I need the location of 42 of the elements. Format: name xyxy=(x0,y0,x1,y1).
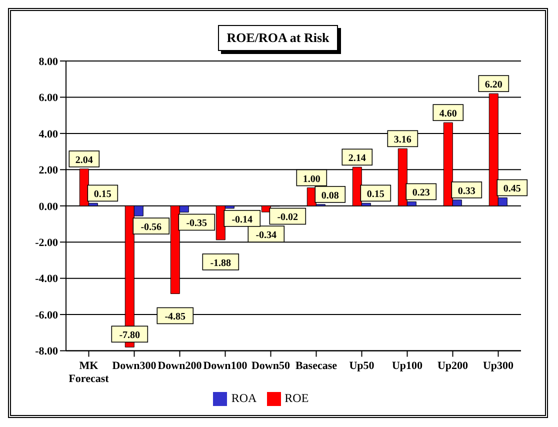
data-label: 0.45 xyxy=(503,184,521,195)
data-label: 0.08 xyxy=(321,190,339,202)
y-tick-label: 0.00 xyxy=(38,200,58,213)
x-tick-label: Basecase xyxy=(295,360,338,372)
data-label: 2.14 xyxy=(348,153,366,164)
data-label: 4.60 xyxy=(439,108,457,120)
data-label: -0.34 xyxy=(256,230,277,242)
y-tick-label: -2.00 xyxy=(35,237,58,249)
data-label: 2.04 xyxy=(75,154,93,166)
y-tick-label: -4.00 xyxy=(35,273,58,286)
data-label: 0.15 xyxy=(94,189,112,200)
data-label: -0.35 xyxy=(186,218,208,230)
y-tick-label: -8.00 xyxy=(35,346,58,358)
x-tick-label: Up100 xyxy=(392,360,424,372)
data-label: -0.02 xyxy=(277,212,298,224)
y-tick-label: 2.00 xyxy=(38,164,58,177)
data-label: 3.16 xyxy=(394,134,412,146)
x-tick-label: Up300 xyxy=(482,360,514,372)
x-tick-label: Down50 xyxy=(251,360,290,372)
data-label: 0.23 xyxy=(412,188,430,199)
data-label: -0.56 xyxy=(140,222,162,234)
data-label: -7.80 xyxy=(119,330,140,342)
x-tick-label: MK Forecast xyxy=(68,360,110,385)
y-tick-label: 4.00 xyxy=(38,128,58,140)
x-tick-label: Down300 xyxy=(112,360,157,372)
data-label: 6.20 xyxy=(484,80,502,91)
data-label: 0.15 xyxy=(366,189,384,200)
data-label: 0.33 xyxy=(458,186,476,197)
chart-title: ROE/ROA at Risk xyxy=(218,25,338,51)
legend-label: ROE xyxy=(284,390,309,405)
y-tick-label: -6.00 xyxy=(35,309,58,322)
data-label: 1.00 xyxy=(302,174,320,185)
data-label: -1.88 xyxy=(210,258,232,269)
data-label: -0.14 xyxy=(232,214,253,226)
y-tick-label: 8.00 xyxy=(38,56,58,68)
data-label: -4.85 xyxy=(164,312,186,323)
y-tick-label: 6.00 xyxy=(38,92,58,104)
x-tick-label: Up200 xyxy=(437,360,469,372)
x-tick-label: Down200 xyxy=(158,360,202,372)
x-tick-label: Up50 xyxy=(349,360,375,372)
legend-label: ROA xyxy=(231,390,257,405)
x-tick-label: Down100 xyxy=(203,360,248,372)
